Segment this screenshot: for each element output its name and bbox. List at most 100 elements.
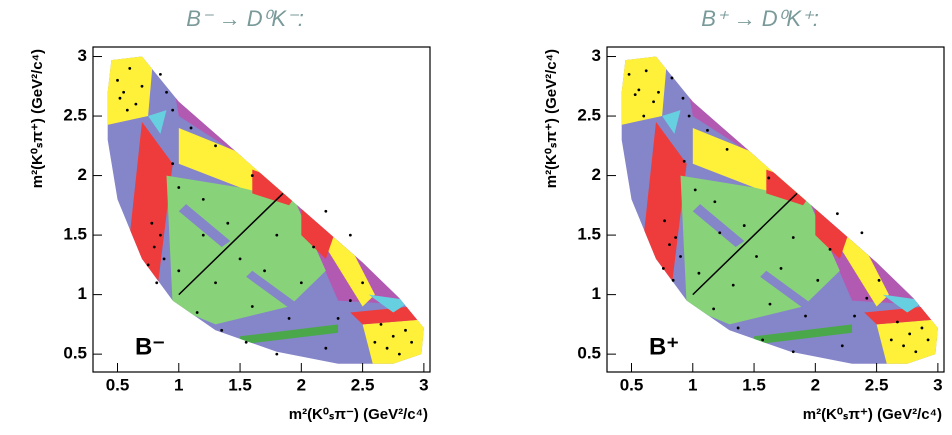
data-point — [134, 102, 138, 106]
data-point — [404, 328, 407, 332]
data-point — [146, 263, 150, 267]
plot-frame — [606, 46, 945, 373]
data-point — [860, 231, 864, 235]
data-point — [275, 352, 279, 356]
x-tick-label: 2.5 — [865, 375, 889, 394]
data-point — [816, 278, 820, 282]
data-point — [244, 340, 248, 344]
region — [129, 122, 173, 295]
data-point — [171, 108, 175, 112]
data-point — [299, 281, 303, 285]
y-tick-label: 2 — [78, 165, 87, 184]
region — [882, 294, 926, 313]
region — [362, 318, 424, 364]
data-point — [671, 278, 675, 282]
x-tick-label: 1 — [688, 375, 697, 394]
data-point — [410, 340, 414, 344]
x-tick-label: 1 — [174, 375, 183, 394]
diagonal — [692, 192, 798, 296]
diagonal — [178, 192, 284, 296]
data-point — [373, 340, 377, 344]
data-point — [250, 174, 254, 177]
data-point — [379, 322, 383, 326]
data-point — [189, 126, 193, 130]
x-axis-label: m²(K⁰ₛπ⁺) (GeV²/c⁴) — [803, 406, 942, 423]
data-point — [361, 281, 364, 285]
data-point — [779, 267, 783, 270]
data-point — [661, 267, 665, 270]
panel: B⁺ → D⁰K⁺: 0.5 1 1.5 2 2.5 3 0.5 1 1.5 2 2.5 3 m²(K⁰ₛ… — [543, 6, 945, 423]
data-point — [670, 76, 674, 80]
y-tick-label: 1.5 — [63, 225, 87, 244]
data-point — [214, 144, 217, 148]
data-point — [736, 326, 740, 330]
data-point — [263, 269, 266, 273]
region — [246, 270, 302, 313]
data-point — [644, 69, 648, 73]
data-point — [118, 96, 122, 100]
panel: B⁻ → D⁰K⁻: 0.5 1 1.5 2 2.5 3 0.5 1 1.5 2 2.5 3 m²(K⁰ₛ… — [29, 6, 431, 423]
data-point — [140, 84, 144, 88]
data-point — [214, 281, 217, 285]
data-point — [681, 96, 685, 100]
data-point — [674, 236, 678, 239]
x-tick-label: 0.5 — [620, 375, 644, 394]
data-point — [201, 233, 205, 237]
data-point — [731, 283, 735, 287]
data-point — [165, 90, 168, 94]
x-tick-label: 1.5 — [742, 375, 766, 394]
data-point — [637, 88, 641, 92]
plot-frame — [92, 46, 431, 373]
data-point — [177, 186, 181, 189]
data-point — [391, 334, 395, 338]
data-point — [682, 159, 686, 163]
data-point — [725, 147, 729, 151]
y-tick-label: 2.5 — [63, 106, 87, 125]
region — [876, 318, 938, 364]
region — [325, 223, 375, 307]
y-tick-label: 2 — [592, 165, 601, 184]
data-point — [642, 114, 646, 118]
data-point — [877, 278, 881, 282]
data-point — [159, 233, 162, 237]
data-point — [116, 78, 119, 82]
y-tick-label: 3 — [78, 46, 87, 65]
data-point — [177, 269, 181, 273]
data-point — [627, 72, 631, 76]
data-point — [663, 219, 666, 223]
region — [166, 175, 326, 325]
data-point — [902, 344, 905, 348]
data-point — [195, 311, 199, 314]
data-point — [767, 176, 771, 180]
region — [621, 56, 669, 128]
region — [839, 223, 889, 307]
region — [692, 204, 745, 247]
data-point — [687, 114, 691, 118]
data-point — [889, 338, 893, 342]
data-point — [853, 314, 856, 318]
y-tick-label: 0.5 — [577, 344, 601, 363]
data-point — [840, 344, 844, 348]
data-point — [287, 317, 291, 320]
y-tick-label: 0.5 — [63, 344, 87, 363]
data-point — [668, 243, 671, 247]
region — [680, 175, 840, 325]
data-point — [679, 255, 682, 258]
data-point — [155, 281, 159, 285]
data-point — [791, 350, 795, 354]
data-point — [693, 188, 697, 192]
y-axis-label: m²(K⁰ₛπ⁺) (GeV²/c⁴) — [543, 49, 560, 188]
x-tick-label: 2 — [811, 375, 820, 394]
data-point — [718, 231, 722, 235]
data-point — [171, 162, 175, 166]
x-tick-label: 3 — [933, 375, 942, 394]
data-point — [920, 326, 924, 330]
data-point — [706, 128, 709, 132]
region — [107, 56, 155, 128]
chart-title: B⁺ → D⁰K⁺: — [701, 6, 819, 31]
region — [754, 324, 853, 345]
chart-title: B⁻ → D⁰K⁻: — [186, 6, 304, 31]
region — [178, 204, 231, 247]
region — [643, 122, 687, 295]
data-point — [835, 212, 839, 216]
